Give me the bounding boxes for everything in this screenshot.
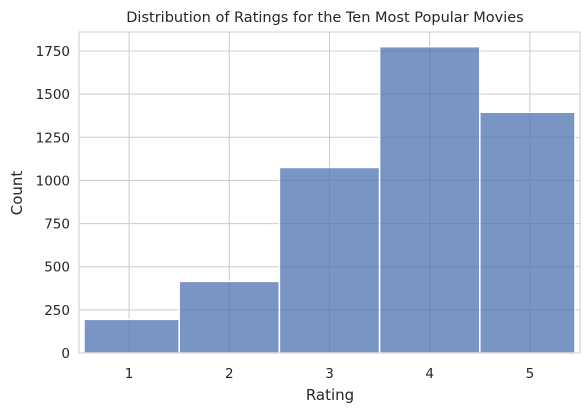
plot-frame (78, 31, 581, 354)
bar-rating-5 (479, 111, 576, 354)
x-axis-tick-labels: 1 2 3 4 5 (125, 366, 534, 382)
x-tick-label: 5 (526, 366, 535, 382)
x-tick-label: 4 (425, 366, 434, 382)
bars (83, 45, 576, 354)
y-tick-label: 1000 (36, 173, 70, 189)
x-tick-label: 1 (125, 366, 134, 382)
y-tick-label: 1500 (36, 87, 70, 103)
y-tick-label: 500 (44, 260, 70, 276)
y-tick-label: 1250 (36, 130, 70, 146)
x-tick-label: 3 (325, 366, 334, 382)
bar-rating-1 (83, 318, 180, 354)
bar-rating-3 (278, 166, 381, 354)
y-tick-label: 750 (44, 217, 70, 233)
y-axis-tick-labels: 0 250 500 750 1000 1250 1500 1750 (36, 44, 70, 362)
y-tick-label: 250 (44, 303, 70, 319)
y-axis-label: Count (8, 171, 26, 216)
bar-rating-2 (178, 280, 281, 354)
x-axis-label: Rating (306, 386, 354, 404)
y-tick-label: 0 (61, 346, 70, 362)
bar-rating-4 (378, 45, 481, 354)
plot-area (78, 31, 581, 354)
chart-title: Distribution of Ratings for the Ten Most… (126, 10, 523, 26)
y-tick-label: 1750 (36, 44, 70, 60)
x-tick-label: 2 (225, 366, 234, 382)
